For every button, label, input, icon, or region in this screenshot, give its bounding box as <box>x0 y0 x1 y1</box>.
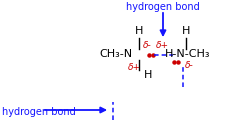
Text: δ-: δ- <box>185 61 194 70</box>
Text: hydrogen bond: hydrogen bond <box>126 2 200 12</box>
Text: H: H <box>182 26 190 36</box>
Text: H: H <box>135 26 143 36</box>
Text: H: H <box>144 70 152 80</box>
Text: δ+: δ+ <box>128 62 141 71</box>
Text: δ-: δ- <box>143 41 151 51</box>
Text: δ+: δ+ <box>155 41 169 51</box>
Text: H-N-CH₃: H-N-CH₃ <box>165 49 210 59</box>
Text: hydrogen bond: hydrogen bond <box>2 107 76 117</box>
Text: CH₃-N: CH₃-N <box>100 49 133 59</box>
